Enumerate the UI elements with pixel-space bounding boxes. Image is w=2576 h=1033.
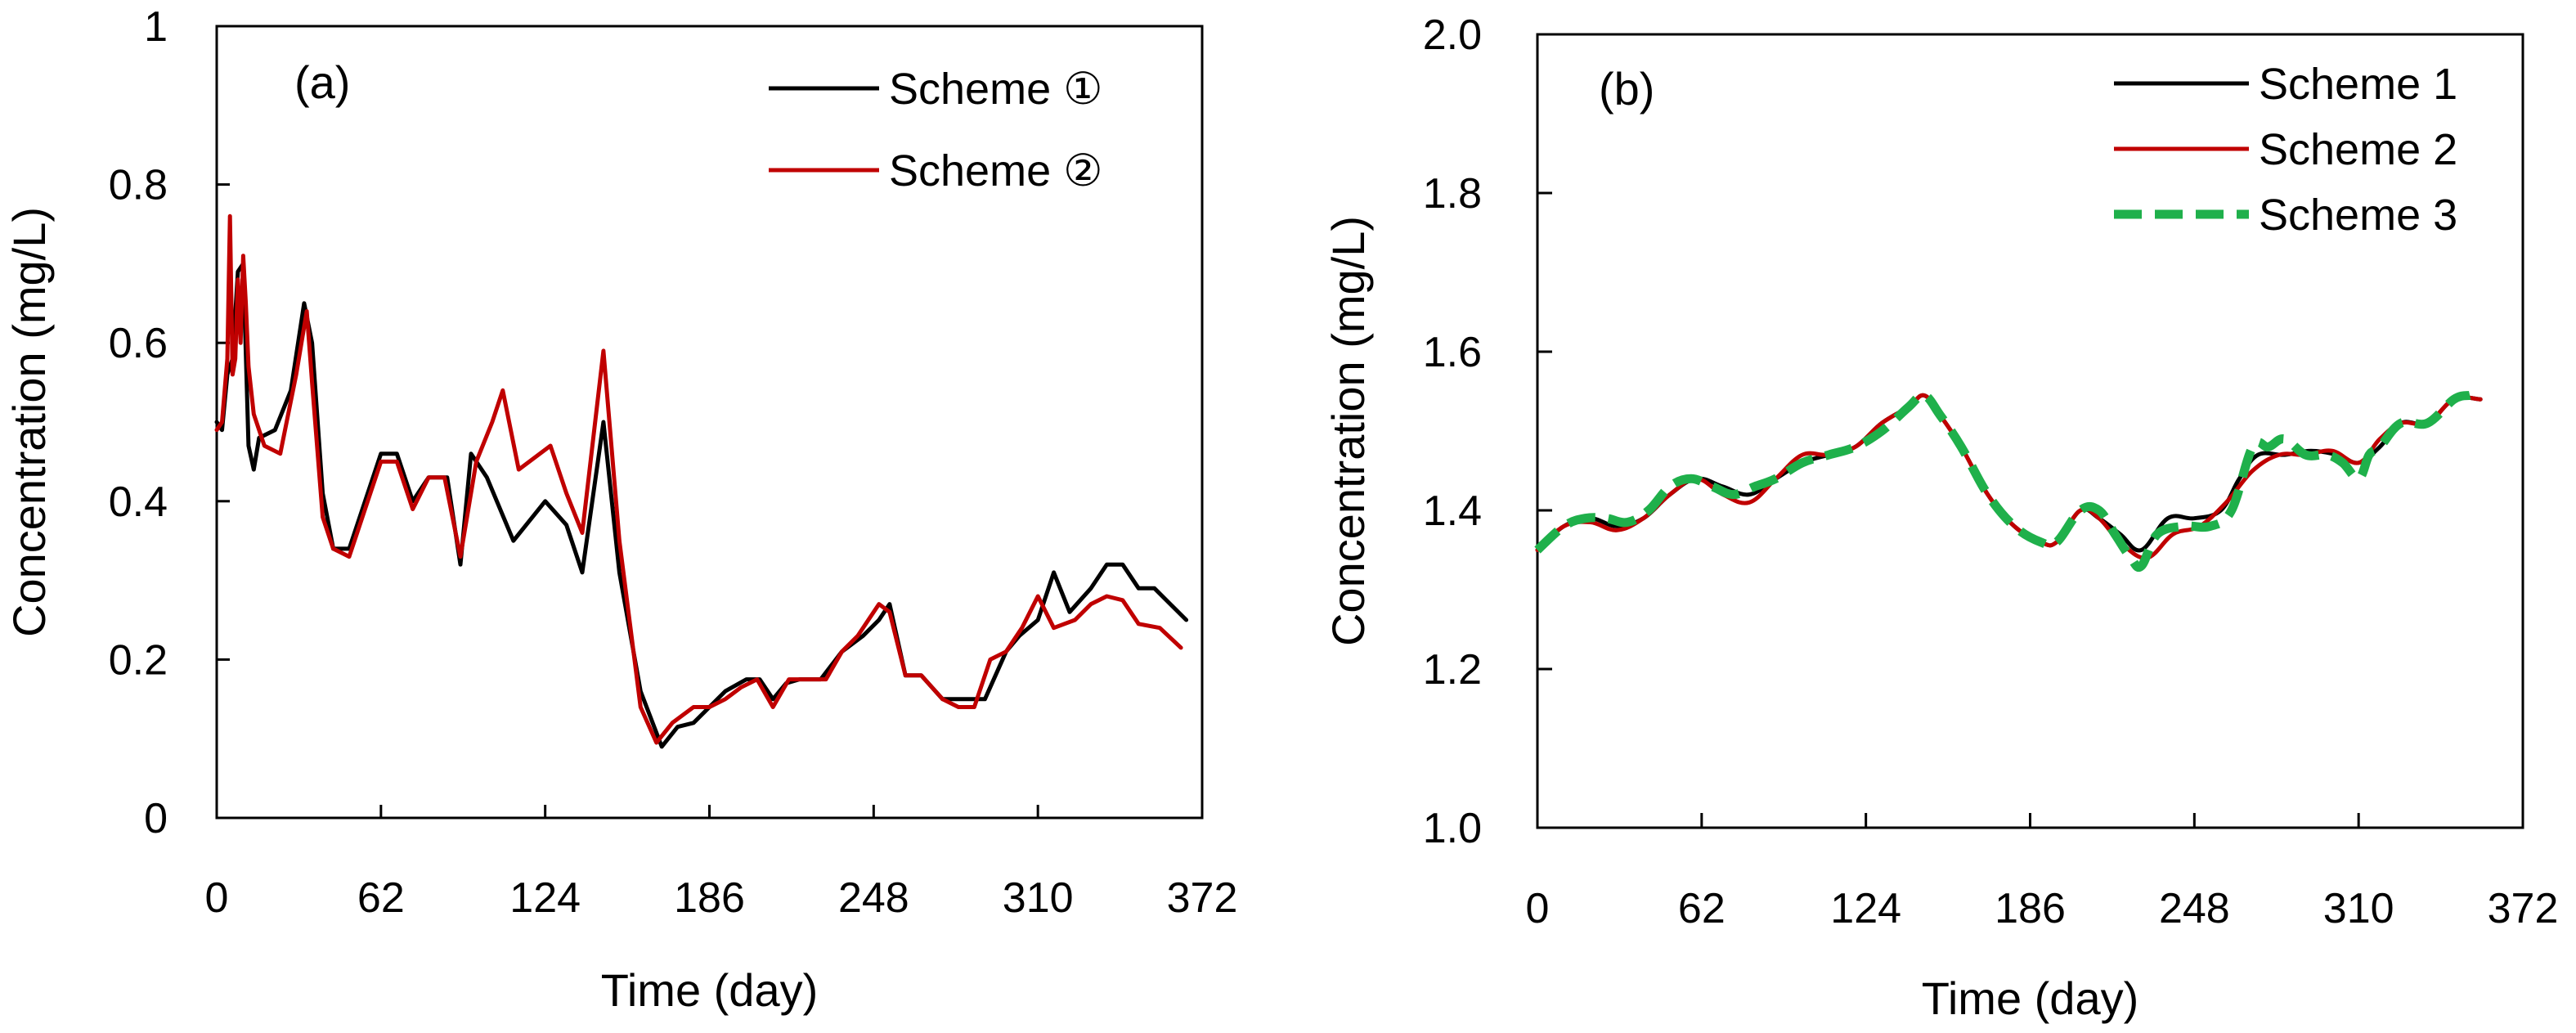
panel-b-x-tick-label: 0 [1526,885,1550,932]
panel-a-y-tick-label: 0.2 [109,636,168,684]
panel-b-y-tick-label: 1.0 [1423,805,1482,852]
panel-b-series-line-3 [1534,390,2471,572]
panel-a-x-tick-label: 186 [674,874,745,922]
panel-a-x-tick-label: 248 [838,874,909,922]
panel-b-x-tick-label: 186 [1995,885,2066,932]
panel-b-y-tick-label: 2.0 [1423,11,1482,59]
panel-b-x-tick-label: 124 [1830,885,1901,932]
panel-a-y-axis-title: Concentration (mg/L) [3,207,55,637]
panel-b-x-tick-label: 310 [2323,885,2394,932]
chart-panel-a: 0 62 124 186 248 310 372 0 0.2 0.4 0.6 0.8 1 Time (da… [3,3,1237,1016]
panel-a-x-tick-label: 124 [509,874,581,922]
panel-b-x-tick-label: 372 [2488,885,2559,932]
panel-a-y-tick-label: 0 [144,795,168,842]
panel-b-panel-label: (b) [1599,63,1654,115]
panel-a-y-tick-label: 0.8 [109,162,168,209]
panel-a-x-axis-title: Time (day) [601,964,819,1016]
panel-b-y-axis-title: Concentration (mg/L) [1322,216,1374,646]
panel-a-legend-label-2: Scheme ② [889,146,1103,195]
panel-a-x-tick-label: 310 [1003,874,1074,922]
panel-b-y-tick-label: 1.8 [1423,170,1482,218]
panel-a-legend-label-1: Scheme ① [889,65,1103,114]
panel-b-x-tick-label: 248 [2159,885,2230,932]
panel-a-panel-label: (a) [294,56,350,108]
panel-a-y-tick-label: 0.6 [109,320,168,367]
panel-a-y-tick-label: 0.4 [109,478,168,526]
panel-b-y-tick-label: 1.2 [1423,646,1482,694]
panel-b-legend-label-1: Scheme 1 [2259,60,2457,109]
chart-panel-b: 0 62 124 186 248 310 372 1.0 1.2 1.4 1.6 1.8 2.0 Time… [1322,11,2558,1024]
panel-b-legend-label-3: Scheme 3 [2259,191,2457,240]
panel-a-y-tick-label: 1 [144,3,168,51]
panel-b-x-tick-label: 62 [1678,885,1726,932]
panel-a-x-tick-label: 62 [357,874,405,922]
panel-a-series-line-2 [214,213,1183,745]
panel-b-series-line-2 [1535,393,2483,560]
panel-b-y-tick-label: 1.4 [1423,487,1482,535]
panel-b-x-axis-title: Time (day) [1922,972,2139,1024]
panel-a-x-tick-label: 372 [1167,874,1238,922]
panel-b-legend-label-2: Scheme 2 [2259,125,2457,174]
panel-a-x-tick-label: 0 [205,874,229,922]
panel-b-y-tick-label: 1.6 [1423,329,1482,376]
